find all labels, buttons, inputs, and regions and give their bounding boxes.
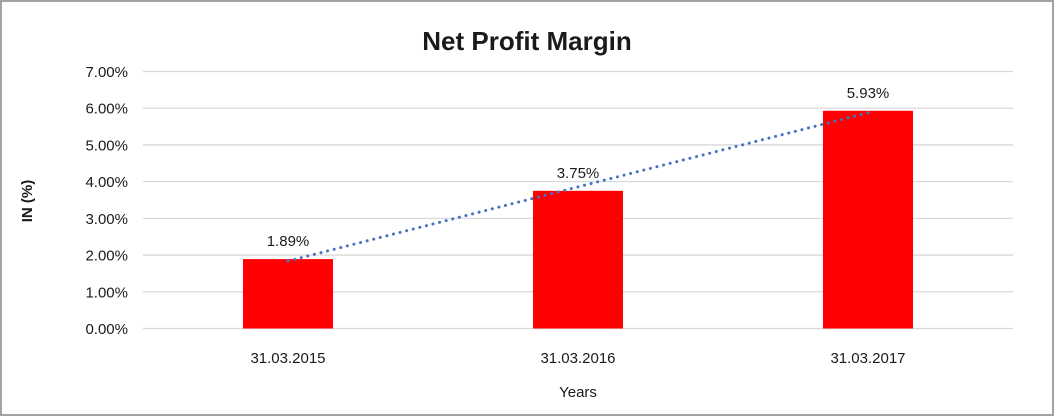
trendline-layer: [286, 111, 870, 263]
y-tick-label: 4.00%: [85, 174, 128, 191]
data-labels-layer: 1.89% 3.75% 5.93%: [267, 85, 890, 250]
x-tick-label: 31.03.2015: [250, 350, 325, 367]
x-axis-title: Years: [559, 384, 597, 401]
y-tick-label: 5.00%: [85, 137, 128, 154]
bar: [243, 259, 333, 329]
y-axis-ticks: 0.00% 1.00% 2.00% 3.00% 4.00% 5.00% 6.00% 7.00%: [85, 64, 128, 338]
bar-value-label: 5.93%: [847, 85, 890, 102]
y-tick-label: 6.00%: [85, 101, 128, 118]
bar-value-label: 1.89%: [267, 233, 310, 250]
trendline: [286, 111, 870, 263]
x-axis-ticks: 31.03.2015 31.03.2016 31.03.2017: [250, 350, 905, 367]
y-tick-label: 7.00%: [85, 64, 128, 81]
y-tick-label: 2.00%: [85, 248, 128, 265]
y-tick-label: 0.00%: [85, 321, 128, 338]
x-tick-label: 31.03.2017: [830, 350, 905, 367]
y-tick-label: 1.00%: [85, 284, 128, 301]
bars-layer: [243, 110, 913, 329]
y-axis-title: IN (%): [19, 180, 36, 223]
bar-value-label: 3.75%: [557, 165, 600, 182]
y-tick-label: 3.00%: [85, 211, 128, 228]
chart-title: Net Profit Margin: [422, 26, 631, 56]
x-tick-label: 31.03.2016: [540, 350, 615, 367]
bar: [533, 190, 623, 329]
bar: [823, 110, 913, 329]
